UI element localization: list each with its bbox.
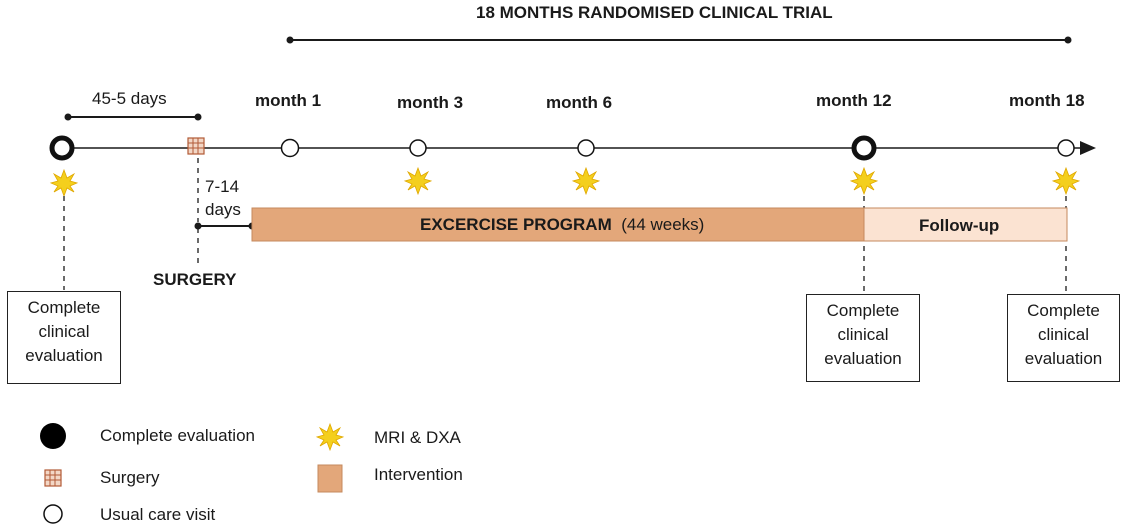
month-18-visit-marker bbox=[1057, 139, 1075, 157]
month-18-label: month 18 bbox=[1009, 91, 1085, 110]
exercise-program-bar bbox=[251, 207, 865, 242]
month-3-visit-marker bbox=[409, 139, 427, 157]
eval-line-3: evaluation bbox=[25, 346, 103, 365]
post-surgery-interval-label-line1: 7-14 bbox=[205, 177, 240, 196]
eval-line-3: evaluation bbox=[1024, 349, 1103, 368]
month-18-evaluation-box: Complete clinical evaluation bbox=[1007, 294, 1120, 382]
mri-dxa-star-icon bbox=[850, 167, 878, 195]
legend-usual-care-icon bbox=[43, 504, 63, 524]
mri-dxa-star-icon bbox=[1052, 167, 1080, 195]
legend-intervention-text: Intervention bbox=[374, 465, 463, 484]
legend-mri-dxa-text: MRI & DXA bbox=[374, 428, 461, 447]
mri-dxa-star-icon bbox=[572, 167, 600, 195]
eval-line-1: Complete bbox=[27, 298, 101, 317]
eval-line-2: clinical bbox=[837, 325, 889, 344]
legend-mri-dxa-star-icon bbox=[316, 423, 344, 451]
trial-span-bar bbox=[286, 36, 1072, 44]
program-name: EXCERCISE PROGRAM bbox=[420, 215, 612, 234]
legend-complete-evaluation-icon bbox=[40, 423, 66, 449]
pre-interval-bar bbox=[64, 113, 202, 121]
eval-line-2: clinical bbox=[38, 322, 90, 341]
month-1-label: month 1 bbox=[255, 91, 322, 110]
baseline-evaluation-box: Complete clinical evaluation bbox=[7, 291, 121, 384]
pre-surgery-interval-label: 45-5 days bbox=[92, 89, 167, 108]
eval-line-2: clinical bbox=[1037, 325, 1090, 344]
month-12-label: month 12 bbox=[816, 91, 892, 110]
eval-line-3: evaluation bbox=[824, 349, 902, 368]
eval-line-1: Complete bbox=[826, 301, 900, 320]
month-6-label: month 6 bbox=[546, 93, 613, 112]
month-12-complete-evaluation-marker bbox=[851, 135, 877, 161]
legend-complete-evaluation-text: Complete evaluation bbox=[100, 426, 255, 445]
mri-dxa-star-icon bbox=[50, 169, 78, 197]
timeline-axis bbox=[62, 141, 1096, 155]
post-surgery-interval-bar bbox=[194, 222, 256, 230]
month-3-label: month 3 bbox=[397, 93, 464, 112]
follow-up-bar bbox=[863, 207, 1068, 242]
dashed-connectors bbox=[63, 158, 1067, 293]
baseline-complete-evaluation-marker bbox=[49, 135, 75, 161]
legend-usual-care-text: Usual care visit bbox=[100, 505, 216, 524]
post-surgery-interval-label-line2: days bbox=[205, 200, 241, 219]
surgery-label: SURGERY bbox=[153, 270, 237, 289]
month-6-visit-marker bbox=[577, 139, 595, 157]
program-duration: (44 weeks) bbox=[621, 215, 705, 234]
exercise-program-label: EXCERCISE PROGRAM (44 weeks) bbox=[420, 215, 704, 235]
trial-title: 18 MONTHS RANDOMISED CLINICAL TRIAL bbox=[476, 3, 833, 22]
month-1-visit-marker bbox=[280, 138, 300, 158]
legend-surgery-text: Surgery bbox=[100, 468, 160, 487]
legend-intervention-swatch bbox=[317, 464, 343, 493]
mri-dxa-star-icon bbox=[404, 167, 432, 195]
eval-line-1: Complete bbox=[1027, 301, 1100, 320]
legend-surgery-icon bbox=[44, 469, 62, 487]
surgery-marker bbox=[187, 137, 205, 155]
month-12-evaluation-box: Complete clinical evaluation bbox=[806, 294, 920, 382]
follow-up-label: Follow-up bbox=[919, 216, 1000, 235]
